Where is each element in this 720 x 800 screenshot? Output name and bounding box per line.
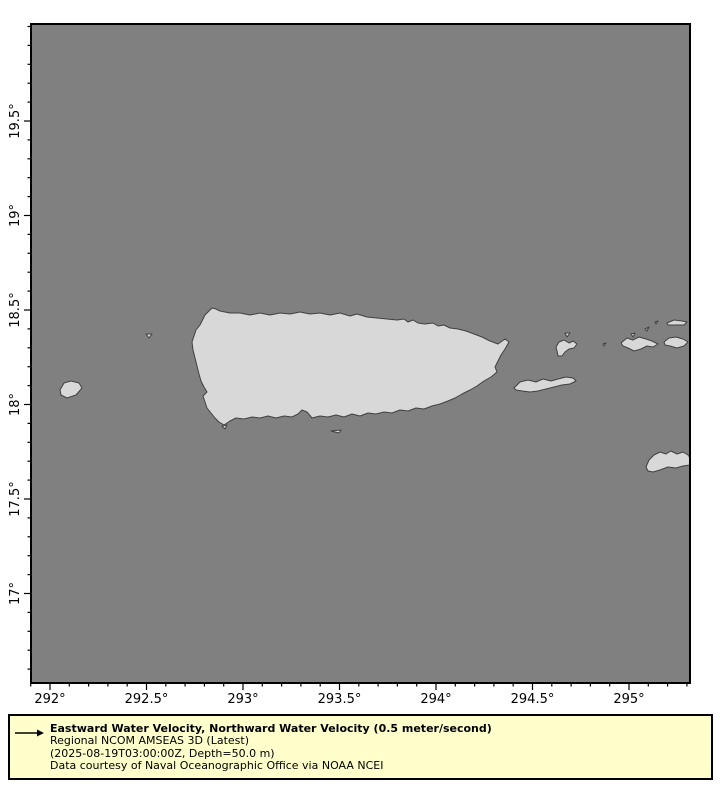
landmasses — [59, 307, 691, 473]
legend-text-block: Eastward Water Velocity, Northward Water… — [50, 722, 705, 773]
y-axis-tick-label: 18.5° — [8, 292, 23, 327]
axis-ticks — [24, 25, 688, 690]
map-plot: 292° 292.5° 293° 293.5° 294° 294.5° 295°… — [8, 23, 691, 707]
legend-dataset-line: Regional NCOM AMSEAS 3D (Latest) — [50, 734, 249, 748]
desecheo-island — [145, 333, 153, 339]
x-axis-tick-label: 294° — [420, 692, 451, 707]
vieques-island — [513, 376, 577, 393]
x-axis-tick-label: 292.5° — [125, 692, 169, 707]
mona-island — [59, 380, 83, 399]
islet-speck — [564, 332, 571, 338]
islet-speck — [654, 320, 659, 325]
legend-title: Eastward Water Velocity, Northward Water… — [50, 722, 492, 735]
legend-credit-line: Data courtesy of Naval Oceanographic Off… — [50, 759, 384, 773]
velocity-vector-arrow-icon — [15, 729, 44, 737]
y-axis-tick-label: 17° — [8, 582, 23, 605]
y-axis-tick-label: 17.5° — [8, 481, 23, 516]
legend-timestamp-line: (2025-08-19T03:00:00Z, Depth=50.0 m) — [50, 746, 275, 760]
islet-speck — [330, 429, 342, 434]
x-axis-tick-label: 294.5° — [511, 692, 555, 707]
map-border — [30, 23, 691, 684]
x-axis-tick-label: 292° — [34, 692, 65, 707]
x-axis-tick-label: 295° — [613, 692, 644, 707]
y-axis-labels: 19.5° 19° 18.5° 18° 17.5° 17° — [8, 103, 23, 605]
tortola-island — [666, 319, 688, 326]
x-axis-tick-label: 293.5° — [318, 692, 362, 707]
islet-speck — [602, 342, 607, 347]
st-thomas-island — [620, 336, 659, 352]
x-axis-labels: 292° 292.5° 293° 293.5° 294° 294.5° 295° — [34, 692, 644, 707]
y-axis-tick-label: 18° — [8, 393, 23, 416]
y-axis-tick-label: 19.5° — [8, 103, 23, 138]
legend-box: Eastward Water Velocity, Northward Water… — [8, 714, 713, 780]
islet-speck — [644, 326, 650, 332]
st-john-island — [663, 336, 689, 349]
x-axis-tick-label: 293° — [227, 692, 258, 707]
culebra-island — [555, 339, 578, 357]
y-axis-tick-label: 19° — [8, 204, 23, 227]
islet-speck — [221, 424, 228, 430]
islet-speck — [630, 332, 636, 338]
puerto-rico-landmass — [191, 307, 510, 426]
